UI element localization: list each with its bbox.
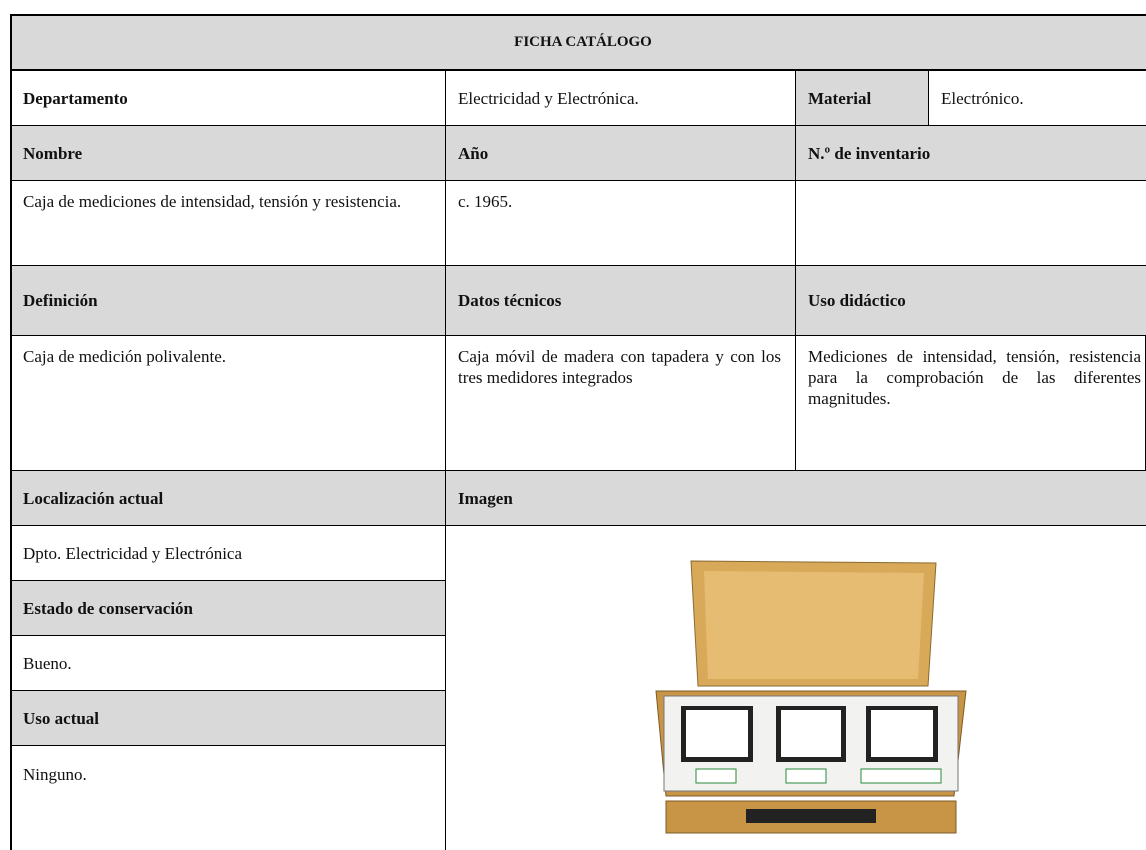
field-label: Datos técnicos xyxy=(445,265,796,336)
field-label: N.º de inventario xyxy=(795,125,1146,181)
meter-face xyxy=(871,710,933,757)
field-label: Estado de conservación xyxy=(10,580,446,636)
field-label: Material xyxy=(795,70,929,126)
field-value: Caja de medición polivalente. xyxy=(10,335,446,471)
handle xyxy=(746,809,876,823)
field-value: Ninguno. xyxy=(10,745,446,850)
product-photo xyxy=(655,560,967,834)
field-value: Dpto. Electricidad y Electrónica xyxy=(10,525,446,581)
terminals xyxy=(695,768,737,784)
field-value: Electricidad y Electrónica. xyxy=(445,70,796,126)
sheet-title: FICHA CATÁLOGO xyxy=(10,14,1146,70)
terminals xyxy=(785,768,827,784)
field-label: Departamento xyxy=(10,70,446,126)
field-label: Imagen xyxy=(445,470,1146,526)
field-label: Localización actual xyxy=(10,470,446,526)
field-value: Caja móvil de madera con tapadera y con … xyxy=(445,335,796,471)
lid-inner xyxy=(704,571,924,679)
field-label: Uso actual xyxy=(10,690,446,746)
meter-face xyxy=(686,710,748,757)
field-label: Uso didáctico xyxy=(795,265,1146,336)
field-label: Año xyxy=(445,125,796,181)
field-value: Mediciones de intensidad, tensión, resis… xyxy=(795,335,1146,471)
field-value: Caja de mediciones de intensidad, tensió… xyxy=(10,180,446,266)
meter-face xyxy=(781,710,841,757)
field-label: Definición xyxy=(10,265,446,336)
field-value xyxy=(795,180,1146,266)
field-value: Bueno. xyxy=(10,635,446,691)
field-label: Nombre xyxy=(10,125,446,181)
field-value: c. 1965. xyxy=(445,180,796,266)
image-cell xyxy=(445,525,1146,850)
terminals xyxy=(860,768,942,784)
field-value: Electrónico. xyxy=(928,70,1146,126)
